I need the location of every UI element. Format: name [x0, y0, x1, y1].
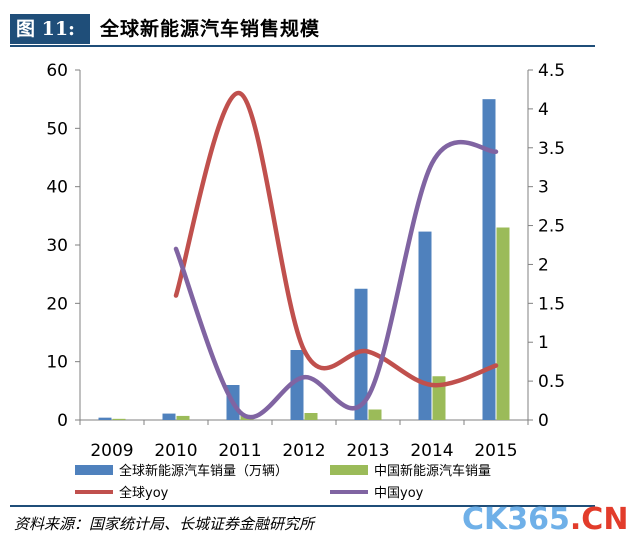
watermark-dot: .	[569, 502, 582, 537]
china-yoy-line	[173, 140, 499, 420]
left-tick-label: 50	[46, 119, 68, 139]
figure-header: 图 11: 全球新能源汽车销售规模	[10, 14, 595, 47]
china-sales-bar	[304, 413, 318, 420]
watermark-logo: CK365.CN	[462, 502, 628, 537]
right-tick-label: 3	[538, 178, 549, 198]
x-tick-label: 2012	[282, 441, 325, 461]
right-tick-label: 1.5	[538, 294, 565, 314]
legend-label: 中国yoy	[374, 486, 424, 501]
legend-swatch	[75, 465, 113, 475]
right-tick-label: 3.5	[538, 139, 565, 159]
right-tick-label: 4	[538, 100, 549, 120]
china-sales-bar	[368, 409, 382, 420]
right-tick-label: 0.5	[538, 372, 565, 392]
x-tick-label: 2011	[218, 441, 261, 461]
global-sales-bar	[354, 288, 368, 420]
x-tick-label: 2010	[154, 441, 197, 461]
left-tick-label: 60	[46, 61, 68, 81]
right-tick-label: 1	[538, 333, 549, 353]
left-tick-label: 40	[46, 178, 68, 198]
global-yoy-line	[173, 91, 499, 388]
left-tick-label: 10	[46, 353, 68, 373]
legend-label: 全球yoy	[119, 485, 169, 501]
figure-title: 全球新能源汽车销售规模	[100, 18, 321, 40]
legend-label: 中国新能源汽车销量	[374, 463, 491, 479]
left-tick-label: 30	[46, 236, 68, 256]
global-sales-bar	[482, 99, 496, 421]
right-tick-label: 0	[538, 411, 549, 431]
watermark-main: CK365	[462, 502, 570, 537]
x-tick-label: 2015	[474, 441, 517, 461]
global-sales-bar	[290, 350, 304, 420]
legend-label: 全球新能源汽车销量（万辆）	[119, 463, 288, 479]
legend-swatch	[330, 465, 368, 475]
global-sales-bar	[98, 417, 112, 420]
global-sales-bar	[162, 413, 176, 420]
title-rule	[10, 45, 595, 47]
bottom-rule	[10, 505, 595, 507]
figure-label: 图 11:	[10, 14, 90, 44]
source-note: 资料来源：国家统计局、长城证券金融研究所	[14, 515, 315, 533]
right-tick-label: 2	[538, 255, 549, 275]
watermark-suffix: CN	[581, 502, 629, 537]
global-sales-bar	[418, 231, 432, 420]
china-sales-bar	[496, 227, 510, 420]
x-tick-label: 2009	[90, 441, 133, 461]
left-tick-label: 20	[46, 294, 68, 314]
right-tick-label: 2.5	[538, 217, 565, 237]
china-sales-bar	[112, 418, 126, 420]
right-tick-label: 4.5	[538, 61, 565, 81]
left-tick-label: 0	[57, 411, 68, 431]
china-sales-bar	[176, 415, 190, 420]
x-tick-label: 2014	[410, 441, 453, 461]
x-tick-label: 2013	[346, 441, 389, 461]
